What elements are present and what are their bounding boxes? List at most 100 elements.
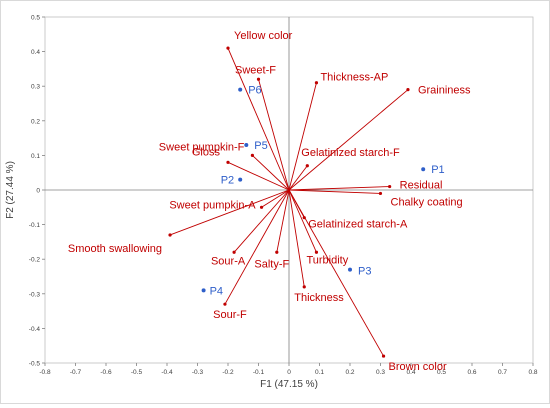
- vector-tip: [256, 77, 261, 81]
- vector-tip: [305, 164, 309, 168]
- vector-sour-f: [224, 189, 290, 305]
- x-tick-label: -0.1: [253, 369, 265, 376]
- variable-label: Smooth swallowing: [68, 243, 162, 255]
- variable-label: Residual: [400, 180, 443, 192]
- variable-label: Thickness-AP: [320, 72, 388, 84]
- y-tick-label: 0.1: [31, 153, 40, 160]
- observation-point-p2: [238, 177, 243, 182]
- variable-label: Sweet-F: [235, 64, 276, 76]
- variable-label: Sour-F: [213, 309, 247, 321]
- observation-point-p5: [244, 143, 249, 148]
- vector-gloss: [227, 161, 290, 191]
- x-tick-label: 0.5: [437, 369, 446, 376]
- x-tick-label: -0.3: [192, 369, 204, 376]
- vector-chalky-coating: [288, 189, 381, 194]
- vector-gelatinized-starch-f: [288, 165, 308, 191]
- vector-brown-color: [288, 189, 384, 357]
- vector-tip: [378, 191, 383, 196]
- variable-label: Thickness: [294, 292, 344, 304]
- observation-label: P2: [221, 175, 234, 187]
- x-tick-label: -0.2: [222, 369, 234, 376]
- vector-sour-a: [233, 189, 290, 253]
- observation-point-p4: [201, 288, 206, 293]
- variable-label: Chalky coating: [391, 196, 463, 208]
- observation-points: [201, 87, 426, 293]
- vector-tip: [314, 81, 319, 85]
- observation-point-p6: [238, 87, 243, 92]
- y-tick-label: 0: [36, 188, 40, 195]
- x-tick-label: -0.8: [39, 369, 51, 376]
- variable-label: Yellow color: [234, 30, 293, 42]
- variable-label: Gelatinized starch-A: [308, 219, 408, 231]
- vector-salty-f: [276, 189, 290, 253]
- vector-tip: [406, 88, 410, 92]
- x-tick-label: 0.7: [498, 369, 507, 376]
- variable-label: Sweet pumpkin-A: [169, 199, 256, 211]
- observation-point-p3: [348, 267, 352, 272]
- observation-point-p1: [421, 167, 426, 172]
- x-tick-label: -0.5: [131, 369, 143, 376]
- y-axis-title: F2 (27.44 %): [5, 161, 16, 219]
- y-tick-label: 0.2: [31, 118, 40, 125]
- observation-label: P5: [254, 140, 267, 152]
- vector-tip: [232, 250, 236, 254]
- vector-sweet-f: [258, 79, 290, 191]
- vector-residual: [288, 186, 390, 191]
- variable-label: Sweet pumpkin-F: [159, 141, 245, 153]
- x-axis-title: F1 (47.15 %): [260, 379, 318, 390]
- observation-label: P1: [431, 164, 444, 176]
- vector-tip: [168, 233, 172, 237]
- y-tick-label: -0.3: [29, 291, 41, 298]
- x-tick-label: 0.8: [528, 369, 537, 376]
- labels: Yellow color Sweet-F Thickness-AP Grainines…: [68, 30, 471, 373]
- y-tick-label: 0.5: [31, 15, 40, 22]
- vector-tip: [302, 285, 306, 289]
- vector-tip: [381, 354, 386, 358]
- variable-vectors: [168, 46, 410, 358]
- y-tick-label: 0.3: [31, 84, 40, 91]
- vector-yellow-color: [227, 47, 290, 191]
- y-tick-label: 0.4: [31, 49, 40, 56]
- observation-label: P4: [210, 285, 223, 297]
- x-tick-label: 0.6: [467, 369, 476, 376]
- x-tick-label: 0.3: [376, 369, 385, 376]
- vector-tip: [388, 184, 392, 189]
- vector-thickness: [288, 189, 305, 287]
- x-tick-label: -0.6: [100, 369, 112, 376]
- observation-label: P6: [248, 85, 261, 97]
- vector-sweet-pumpkin-a: [261, 189, 290, 208]
- y-tick-label: -0.4: [29, 326, 41, 333]
- observation-label: P3: [358, 266, 371, 278]
- x-tick-label: 0: [287, 369, 291, 376]
- x-tick-label: -0.7: [70, 369, 82, 376]
- vector-turbidity: [288, 189, 317, 253]
- vector-tip: [226, 160, 230, 164]
- vector-tip: [226, 46, 230, 50]
- variable-label: Sour-A: [211, 255, 246, 267]
- y-tick-label: -0.2: [29, 257, 41, 264]
- vector-tip: [275, 250, 279, 254]
- variable-label: Graininess: [418, 85, 471, 97]
- variable-label: Brown color: [389, 361, 447, 373]
- vector-tip: [259, 205, 264, 209]
- variable-label: Gloss: [192, 146, 221, 158]
- vector-tip: [314, 250, 319, 254]
- axes: -0.8 -0.7 -0.6 -0.5 -0.4 -0.3 -0.2 -0.1 0 0.1 0.2 0…: [29, 15, 538, 377]
- y-tick-label: -0.1: [29, 222, 41, 229]
- variable-label: Salty-F: [254, 258, 289, 270]
- variable-label: Gelatinized starch-F: [301, 147, 400, 159]
- vector-thickness-ap: [288, 82, 317, 191]
- x-tick-label: 0.2: [345, 369, 354, 376]
- vector-sweet-pumpkin-f: [252, 155, 290, 191]
- variable-label: Turbidity: [306, 254, 348, 266]
- x-tick-label: -0.4: [161, 369, 173, 376]
- x-tick-label: 0.1: [315, 369, 324, 376]
- vector-tip: [250, 153, 254, 157]
- y-tick-label: -0.5: [29, 361, 41, 368]
- vector-tip: [223, 302, 227, 306]
- x-tick-label: 0.4: [406, 369, 415, 376]
- vector-smooth-swallowing: [169, 189, 290, 236]
- vector-graininess: [288, 89, 409, 191]
